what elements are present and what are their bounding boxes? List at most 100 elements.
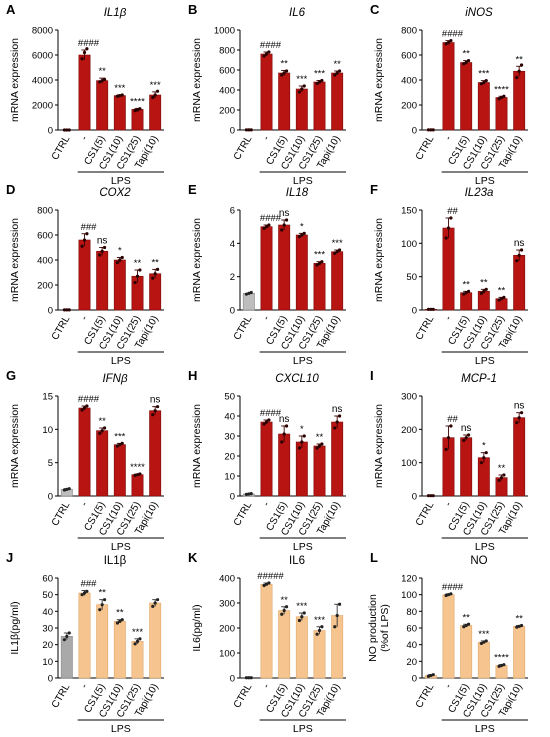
y-tick-label: 50 — [406, 272, 417, 283]
data-point — [138, 107, 142, 111]
bar — [477, 457, 490, 497]
y-tick-label: 10 — [42, 657, 53, 668]
bar — [278, 72, 291, 131]
panel-letter: A — [6, 2, 16, 17]
y-tick-label: 4000 — [32, 76, 53, 87]
data-point — [444, 593, 448, 598]
y-tick-label: 800 — [219, 46, 235, 57]
y-axis-label-line: (%of LPS) — [379, 604, 391, 652]
y-axis-label-line: IL6(pg/ml) — [191, 604, 203, 651]
data-point — [120, 441, 124, 445]
bar — [295, 616, 308, 679]
data-point — [98, 253, 102, 257]
data-point — [333, 426, 337, 430]
data-point — [102, 426, 107, 430]
y-tick-label: 0 — [412, 674, 417, 685]
bar — [96, 80, 109, 131]
y-tick-label: 2 — [230, 272, 235, 283]
data-point — [282, 608, 286, 613]
x-tick-label: CTRL — [50, 500, 73, 528]
data-point — [155, 405, 160, 409]
y-axis-label: mRNA expression — [9, 38, 21, 122]
y-tick-label: 20 — [406, 657, 417, 668]
data-point — [151, 413, 155, 417]
y-tick-label: 0 — [48, 306, 53, 317]
data-point — [133, 642, 137, 646]
significance-label: *** — [296, 601, 307, 612]
panel-k: K IL6IL6(pg/ml)0100200300400CTRL#####-**C… — [188, 550, 346, 735]
data-point — [153, 601, 157, 605]
bar — [149, 273, 162, 311]
data-point — [102, 245, 107, 250]
y-tick-label: 50 — [42, 590, 53, 601]
bar — [313, 81, 326, 131]
y-tick-label: 200 — [401, 101, 417, 112]
data-point — [515, 625, 519, 629]
bar — [149, 410, 162, 497]
data-point — [85, 232, 89, 236]
data-point — [446, 593, 451, 597]
data-point — [444, 447, 448, 451]
y-tick-label: 600 — [401, 51, 417, 62]
x-tick-label: - — [443, 314, 454, 322]
data-point — [426, 494, 431, 498]
y-tick-label: 6 — [230, 206, 235, 217]
y-axis-label: mRNA expression — [9, 218, 21, 302]
group-label: LPS — [293, 175, 313, 187]
data-point — [502, 94, 506, 98]
group-label: LPS — [111, 175, 131, 187]
data-point — [449, 592, 453, 596]
significance-label: **** — [130, 462, 145, 473]
data-point — [249, 290, 253, 295]
data-point — [153, 93, 157, 97]
group-label: LPS — [293, 541, 313, 553]
significance-label: *** — [314, 615, 325, 626]
bar — [60, 636, 73, 679]
data-point — [502, 663, 506, 667]
significance-label: ** — [98, 588, 106, 599]
y-tick-label: 100 — [401, 239, 417, 250]
data-point — [426, 674, 431, 678]
significance-label: *** — [132, 627, 143, 638]
y-tick-label: 20 — [224, 452, 235, 463]
y-tick-label: 6000 — [32, 51, 53, 62]
data-point — [62, 128, 67, 132]
bar — [460, 625, 473, 679]
y-tick-label: 2000 — [32, 101, 53, 112]
significance-label: **** — [130, 96, 145, 107]
y-tick-label: 4 — [230, 239, 235, 250]
data-point — [337, 248, 342, 252]
data-point — [62, 488, 67, 492]
data-point — [135, 639, 140, 643]
data-point — [115, 260, 120, 265]
bar — [442, 227, 455, 311]
data-point — [80, 593, 84, 597]
data-point — [65, 487, 69, 491]
data-point — [133, 473, 137, 477]
y-tick-label: 20 — [42, 640, 53, 651]
data-point — [446, 436, 451, 440]
data-point — [244, 292, 249, 296]
data-point — [484, 639, 488, 643]
data-point — [135, 108, 140, 112]
bar — [331, 251, 344, 311]
bar — [313, 263, 326, 311]
bar — [78, 592, 91, 679]
significance-label: ##### — [257, 571, 284, 582]
data-point — [464, 60, 468, 65]
bar — [78, 239, 91, 311]
data-point — [267, 418, 271, 422]
data-point — [82, 50, 87, 55]
significance-label: ** — [316, 432, 324, 443]
bar — [113, 621, 126, 679]
data-point — [284, 218, 289, 222]
panel-letter: J — [6, 550, 13, 565]
y-tick-label: 10 — [224, 472, 235, 483]
bar — [278, 224, 291, 311]
data-point — [466, 433, 471, 437]
data-point — [517, 416, 521, 420]
panel-title: IL6 — [289, 555, 305, 567]
